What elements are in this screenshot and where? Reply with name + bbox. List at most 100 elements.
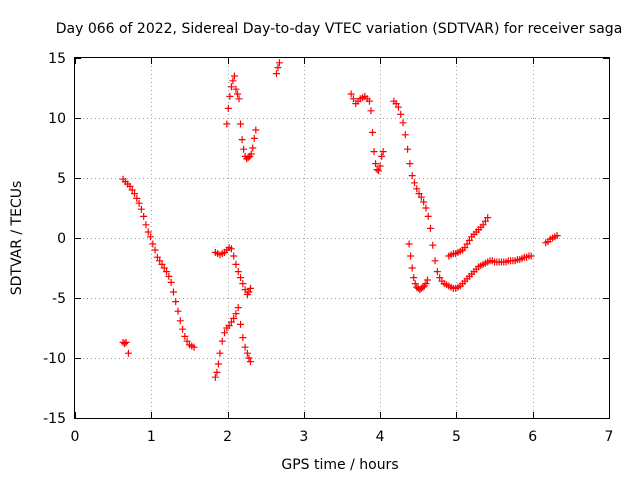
data-point — [153, 253, 161, 261]
y-tick-label: -5 — [52, 291, 66, 307]
data-point — [225, 322, 233, 330]
data-point — [392, 100, 400, 108]
x-tick-label: 4 — [376, 429, 385, 445]
data-point — [239, 280, 247, 288]
data-point — [436, 274, 444, 282]
data-point — [243, 349, 251, 357]
data-point — [399, 119, 407, 127]
data-point — [406, 160, 414, 168]
data-point — [429, 241, 437, 249]
data-point — [241, 343, 249, 351]
data-point — [224, 104, 232, 112]
data-point — [218, 337, 226, 345]
x-tick-label: 7 — [605, 429, 614, 445]
y-tick-label: 15 — [48, 51, 66, 67]
series-arc-6 — [272, 59, 283, 78]
data-point — [349, 95, 357, 103]
data-point — [237, 120, 245, 128]
data-point — [227, 318, 235, 326]
data-point — [237, 274, 245, 282]
data-point — [239, 334, 247, 342]
x-tick-label: 2 — [223, 429, 232, 445]
grid — [75, 58, 609, 418]
data-point — [410, 274, 418, 282]
data-point — [376, 162, 384, 170]
tick-labels: 0 1 2 3 4 5 6 7 -15 -10 -5 0 5 10 15 — [43, 51, 613, 445]
data-point — [422, 204, 430, 212]
data-point — [481, 217, 489, 225]
data-point — [223, 120, 231, 128]
data-point — [232, 260, 240, 268]
data-point — [244, 154, 252, 162]
data-point — [410, 179, 418, 187]
data-point — [131, 190, 139, 198]
data-point — [172, 298, 180, 306]
data-point — [213, 368, 221, 376]
y-tick-label: 10 — [48, 111, 66, 127]
data-point — [230, 252, 238, 260]
data-point — [463, 240, 471, 248]
data-point — [407, 252, 415, 260]
data-point — [229, 77, 237, 85]
data-point — [140, 212, 148, 220]
data-point — [272, 70, 280, 78]
data-point — [246, 284, 254, 292]
data-point — [246, 358, 254, 366]
data-point — [183, 337, 191, 345]
data-point — [373, 166, 381, 174]
data-point — [415, 190, 423, 198]
data-point — [417, 193, 425, 201]
data-point — [420, 198, 428, 206]
data-point — [250, 134, 258, 142]
data-point — [156, 257, 164, 265]
data-point — [238, 136, 246, 144]
data-point — [232, 85, 240, 93]
data-point — [408, 264, 416, 272]
series-arc-4 — [211, 244, 254, 298]
data-point — [431, 257, 439, 265]
data-point — [245, 288, 253, 296]
data-point — [144, 228, 152, 236]
data-point — [426, 224, 434, 232]
data-point — [126, 182, 134, 190]
data-point — [394, 103, 402, 111]
data-point — [214, 360, 222, 368]
series-arc-5 — [223, 72, 260, 163]
x-tick-label: 0 — [71, 429, 80, 445]
data-point — [151, 246, 159, 254]
data-point — [422, 280, 430, 288]
data-point — [181, 332, 189, 340]
series-arc-7 — [347, 90, 387, 175]
data-point — [274, 64, 282, 72]
data-point — [247, 150, 255, 158]
data-point — [230, 72, 238, 80]
x-tick-label: 1 — [147, 429, 156, 445]
data-point — [397, 110, 405, 118]
data-point — [423, 276, 431, 284]
data-point — [234, 268, 242, 276]
data-point — [241, 286, 249, 294]
data-point — [135, 199, 143, 207]
data-point — [160, 264, 168, 272]
data-point — [419, 283, 427, 291]
data-point — [245, 354, 253, 362]
y-axis-label: SDTVAR / TECUs — [9, 181, 25, 296]
data-point — [142, 221, 150, 229]
data-point — [216, 349, 224, 357]
data-point — [232, 310, 240, 318]
data-point — [465, 236, 473, 244]
data-point — [367, 107, 375, 115]
data-point — [233, 90, 241, 98]
y-tick-label: -10 — [43, 351, 66, 367]
data-point — [137, 205, 145, 213]
data-point — [408, 172, 416, 180]
data-point — [424, 212, 432, 220]
data-point — [479, 221, 487, 229]
data-point — [461, 244, 469, 252]
x-tick-label: 5 — [452, 429, 461, 445]
data-point — [484, 214, 492, 222]
data-point — [179, 325, 187, 333]
data-point — [252, 126, 260, 134]
x-tick-label: 6 — [528, 429, 537, 445]
data-point — [124, 349, 132, 357]
